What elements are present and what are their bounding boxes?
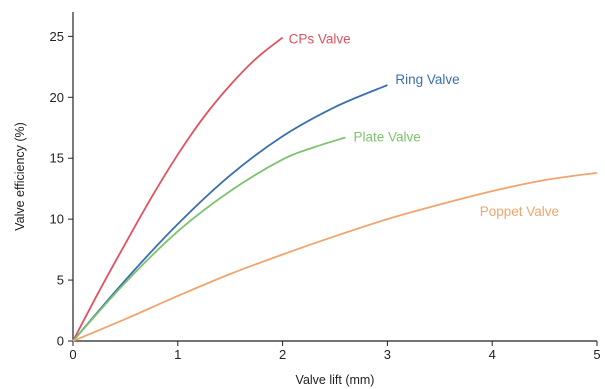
- x-tick-label: 4: [489, 347, 496, 362]
- y-tick-label: 25: [50, 29, 64, 44]
- plate-valve-label: Plate Valve: [353, 130, 420, 145]
- x-tick-label: 0: [69, 347, 76, 362]
- y-axis-title: Valve efficiency (%): [13, 122, 27, 231]
- y-tick-label: 20: [50, 90, 64, 105]
- series-labels: CPs Valve Ring Valve Plate Valve Poppet Val…: [289, 32, 559, 219]
- ring-valve-label: Ring Valve: [395, 72, 459, 87]
- cps-valve-line: [72, 36, 284, 342]
- x-axis-title: Valve lift (mm): [296, 373, 375, 387]
- axes: [72, 12, 597, 342]
- ticks: 0 1 2 3 4 5 0 5 10 15 20 25: [50, 29, 601, 362]
- poppet-valve-line: [72, 171, 598, 342]
- y-tick-label: 5: [57, 273, 64, 288]
- x-tick-label: 1: [174, 347, 181, 362]
- cps-valve-label: CPs Valve: [289, 32, 351, 47]
- series-lines: [72, 36, 598, 342]
- y-tick-label: 0: [57, 334, 64, 349]
- x-tick-label: 5: [593, 347, 600, 362]
- poppet-valve-label: Poppet Valve: [480, 204, 559, 219]
- ring-valve-line: [72, 84, 388, 342]
- x-tick-label: 3: [384, 347, 391, 362]
- y-tick-label: 10: [50, 212, 64, 227]
- x-tick-label: 2: [279, 347, 286, 362]
- y-tick-label: 15: [50, 151, 64, 166]
- plate-valve-line: [72, 136, 346, 342]
